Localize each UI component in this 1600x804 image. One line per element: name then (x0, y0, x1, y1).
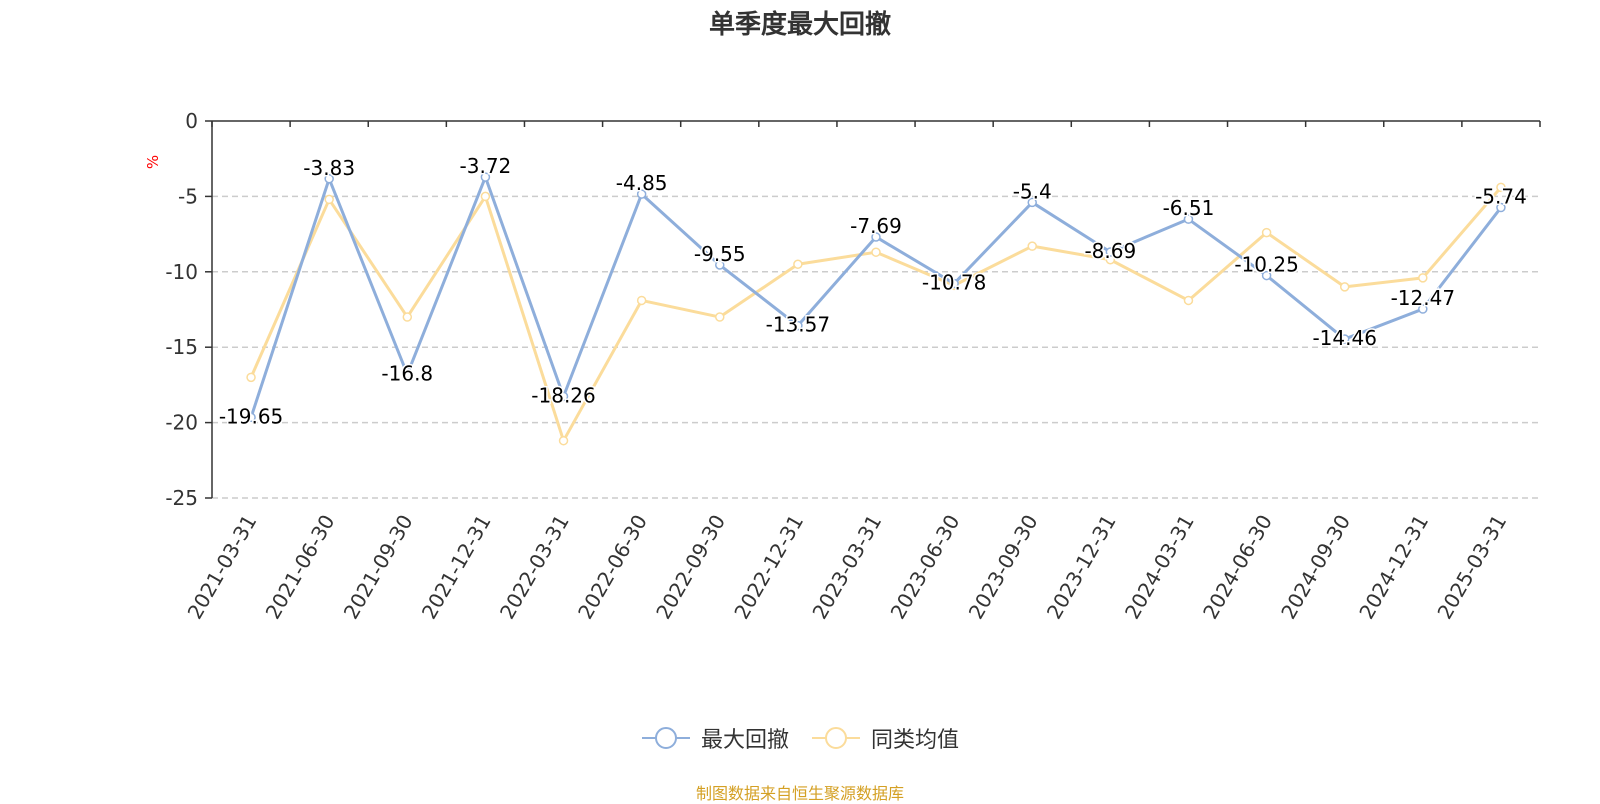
data-point (480, 172, 491, 182)
data-label: -9.55 (694, 242, 746, 266)
data-label: -4.85 (616, 171, 668, 195)
data-label: -12.47 (1391, 286, 1455, 310)
data-point (1339, 282, 1350, 292)
data-point (246, 412, 256, 423)
data-point (636, 189, 647, 199)
data-point (871, 247, 881, 257)
data-point (1261, 227, 1272, 238)
data-point (246, 372, 256, 383)
series-layer (246, 172, 1506, 446)
data-point (1496, 202, 1506, 213)
data-point (1027, 197, 1037, 208)
x-tick-label: 2022-06-30 (573, 511, 652, 624)
data-label: -5.4 (1013, 179, 1052, 203)
data-label: -10.78 (922, 271, 986, 295)
y-tick-label: -5 (178, 184, 198, 208)
x-tick-label: 2023-06-30 (886, 511, 965, 624)
data-point (793, 320, 803, 331)
data-point (402, 369, 413, 380)
data-label: -5.74 (1475, 185, 1527, 209)
data-label-layer: -19.65 -3.83 -16.8 -3.72 -18.26 -4.85 -9.55 -13… (217, 153, 1528, 430)
data-point (636, 295, 647, 306)
x-tick-label: 2023-09-30 (964, 511, 1043, 624)
data-point (324, 174, 334, 184)
data-label: -19.65 (219, 404, 283, 428)
data-point (1183, 295, 1194, 306)
source-note: 制图数据来自恒生聚源数据库 (695, 784, 904, 803)
data-label: -16.8 (381, 361, 433, 385)
y-axis-label: % (144, 155, 162, 169)
x-tick-label: 2023-03-31 (807, 511, 886, 624)
data-point (1183, 214, 1194, 224)
x-tick-label: 2021-12-31 (417, 511, 496, 624)
data-label: -14.46 (1312, 326, 1376, 350)
x-tick-label: 2023-12-31 (1042, 511, 1121, 624)
data-point (793, 259, 803, 270)
y-tick-label: -15 (165, 335, 198, 359)
legend-item[interactable]: 同类均值 (811, 722, 959, 754)
legend-series-2-label: 同类均值 (871, 728, 960, 753)
legend-item[interactable]: 最大回撤 (641, 722, 789, 754)
data-point (1496, 182, 1506, 193)
x-tick-label: 2024-09-30 (1276, 511, 1355, 624)
data-label: -3.83 (303, 156, 355, 180)
legend-series-2-icon (812, 727, 860, 749)
legend-series-1-icon (641, 727, 690, 749)
data-point (480, 191, 491, 202)
x-tick-label: 2024-06-30 (1198, 511, 1277, 624)
data-point (1105, 247, 1116, 257)
legend-series-1-label: 最大回撤 (700, 728, 789, 753)
y-tick-label: 0 (185, 109, 198, 133)
data-point (324, 194, 334, 205)
data-label: -3.72 (460, 154, 512, 178)
data-label: -6.51 (1163, 196, 1215, 220)
data-label: -10.25 (1234, 253, 1298, 277)
y-tick-label: -20 (165, 411, 198, 435)
x-tick-label: 2024-12-31 (1354, 511, 1433, 624)
data-point (1339, 334, 1350, 344)
y-tick-label: -25 (165, 486, 198, 510)
data-point (949, 278, 959, 289)
y-tick-label: -10 (165, 260, 198, 284)
data-point (558, 391, 569, 402)
data-point (715, 260, 725, 270)
x-tick-label: 2022-12-31 (729, 511, 808, 624)
data-point (715, 312, 725, 322)
data-label: -18.26 (531, 383, 595, 407)
x-tick-label: 2021-03-31 (182, 511, 261, 624)
data-point (402, 312, 413, 322)
x-tick-label: 2022-03-31 (495, 511, 574, 624)
grid-layer (212, 195, 1540, 499)
data-point (871, 232, 881, 242)
legend: 最大回撤 同类均值 (0, 722, 1600, 754)
chart-title: 单季度最大回撤 (708, 10, 891, 40)
x-tick-label: 2021-06-30 (261, 511, 340, 624)
data-point (1418, 273, 1428, 283)
data-point (1261, 270, 1272, 281)
x-tick-label: 2025-03-31 (1432, 511, 1511, 624)
x-tick-label: 2021-09-30 (339, 511, 418, 624)
data-point (1418, 304, 1428, 314)
data-point (558, 435, 569, 446)
data-label: -13.57 (766, 313, 830, 337)
x-tick-label: 2022-09-30 (651, 511, 730, 624)
data-label: -7.69 (850, 214, 902, 238)
x-tick-label: 2024-03-31 (1120, 511, 1199, 624)
data-point (1027, 241, 1037, 251)
axis-layer: 0-5-10-15-20-25%2021-03-31 2021-06-30 2021… (144, 109, 1541, 624)
data-label: -8.69 (1084, 239, 1136, 263)
